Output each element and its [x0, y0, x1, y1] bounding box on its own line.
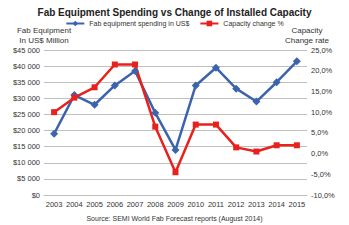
svg-text:10,0%: 10,0%: [311, 108, 333, 117]
svg-text:5,0%: 5,0%: [311, 128, 328, 137]
svg-text:2006: 2006: [106, 200, 123, 209]
svg-text:Fab Equipment: Fab Equipment: [17, 26, 72, 35]
svg-text:2011: 2011: [208, 200, 224, 209]
svg-text:2007: 2007: [127, 200, 144, 209]
svg-text:$25 000: $25 000: [13, 110, 40, 119]
svg-text:$35 000: $35 000: [13, 78, 40, 87]
svg-text:15,0%: 15,0%: [311, 87, 333, 96]
svg-text:Fab equipment spending in US$: Fab equipment spending in US$: [89, 20, 189, 28]
svg-text:$15 000: $15 000: [13, 142, 40, 151]
svg-text:20,0%: 20,0%: [311, 66, 333, 75]
svg-text:2003: 2003: [46, 200, 63, 209]
svg-text:2014: 2014: [268, 200, 285, 209]
svg-text:2005: 2005: [86, 200, 103, 209]
svg-text:Capacity change %: Capacity change %: [223, 20, 283, 28]
svg-text:2012: 2012: [228, 200, 245, 209]
svg-text:2013: 2013: [248, 200, 265, 209]
svg-text:-10,0%: -10,0%: [311, 191, 335, 200]
svg-text:-5,0%: -5,0%: [311, 170, 331, 179]
svg-text:$0: $0: [32, 191, 40, 200]
svg-text:$10 000: $10 000: [13, 158, 40, 167]
svg-text:2008: 2008: [147, 200, 164, 209]
svg-text:0,0%: 0,0%: [311, 149, 328, 158]
svg-text:$5 000: $5 000: [17, 174, 40, 183]
svg-text:$20 000: $20 000: [13, 126, 40, 135]
svg-text:In US$ Million: In US$ Million: [19, 36, 68, 45]
svg-text:Capacity: Capacity: [291, 26, 322, 35]
svg-text:$30 000: $30 000: [13, 94, 40, 103]
svg-text:2010: 2010: [187, 200, 204, 209]
svg-text:$40 000: $40 000: [13, 62, 40, 71]
svg-text:Fab Equipment Spending vs Chan: Fab Equipment Spending vs Change of Inst…: [38, 7, 312, 18]
svg-text:2009: 2009: [167, 200, 184, 209]
svg-text:Source: SEMI World Fab Forecas: Source: SEMI World Fab Forecast reports …: [86, 215, 262, 223]
svg-text:$45 000: $45 000: [13, 46, 40, 55]
svg-text:2004: 2004: [66, 200, 83, 209]
svg-text:Change rate: Change rate: [285, 36, 330, 45]
svg-text:25,0%: 25,0%: [311, 46, 333, 55]
svg-text:2015: 2015: [289, 200, 306, 209]
